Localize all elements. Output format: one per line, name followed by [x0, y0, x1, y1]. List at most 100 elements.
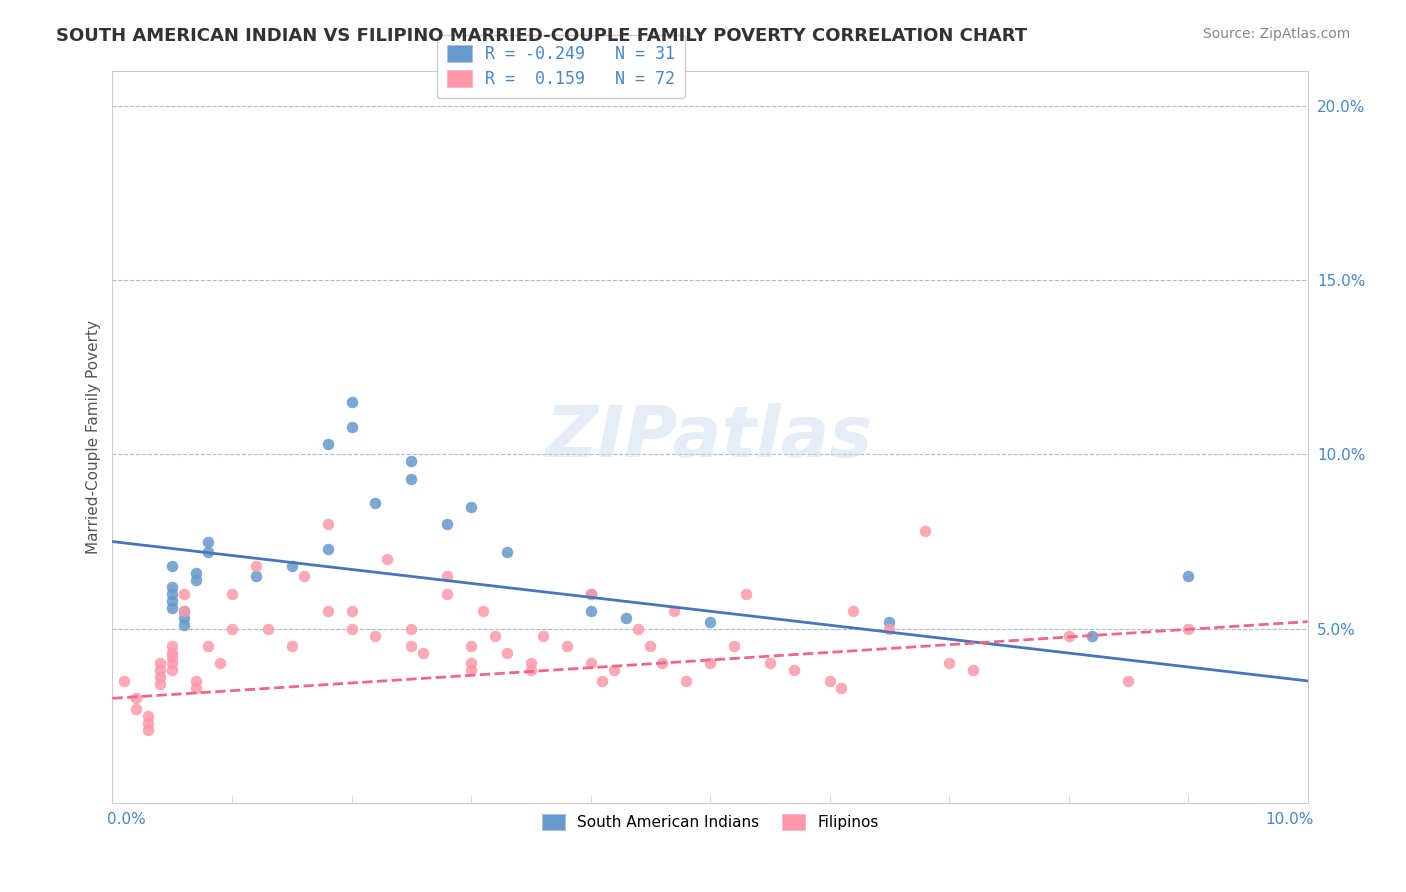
Point: [496, 545, 519, 559]
Point: [186, 673, 208, 688]
Point: [1057, 629, 1080, 643]
Legend: South American Indians, Filipinos: South American Indians, Filipinos: [533, 805, 887, 839]
Point: [401, 639, 423, 653]
Point: [962, 664, 984, 678]
Point: [197, 534, 219, 549]
Point: [162, 646, 183, 660]
Point: [281, 558, 304, 573]
Point: [281, 639, 304, 653]
Point: [412, 646, 434, 660]
Point: [460, 657, 482, 671]
Text: 10.0%: 10.0%: [1265, 812, 1313, 827]
Point: [460, 500, 482, 514]
Point: [245, 558, 267, 573]
Point: [138, 708, 160, 723]
Point: [245, 569, 267, 583]
Point: [879, 615, 901, 629]
Point: [209, 657, 232, 671]
Point: [723, 639, 745, 653]
Point: [257, 622, 280, 636]
Point: [520, 664, 543, 678]
Point: [879, 622, 901, 636]
Point: [173, 604, 195, 618]
Point: [197, 545, 219, 559]
Point: [401, 454, 423, 468]
Point: [531, 629, 554, 643]
Point: [1177, 569, 1199, 583]
Point: [162, 657, 183, 671]
Point: [842, 604, 865, 618]
Point: [555, 639, 578, 653]
Point: [818, 673, 841, 688]
Point: [340, 604, 363, 618]
Point: [1118, 673, 1140, 688]
Text: 0.0%: 0.0%: [107, 812, 145, 827]
Point: [579, 657, 602, 671]
Point: [699, 657, 721, 671]
Point: [664, 604, 686, 618]
Point: [186, 681, 208, 695]
Point: [173, 611, 195, 625]
Point: [186, 573, 208, 587]
Point: [149, 670, 172, 684]
Point: [221, 587, 243, 601]
Point: [436, 517, 458, 532]
Point: [640, 639, 662, 653]
Y-axis label: Married-Couple Family Poverty: Married-Couple Family Poverty: [86, 320, 101, 554]
Point: [783, 664, 806, 678]
Point: [125, 702, 148, 716]
Point: [173, 604, 195, 618]
Point: [1081, 629, 1104, 643]
Point: [938, 657, 960, 671]
Point: [162, 639, 183, 653]
Point: [364, 496, 387, 510]
Point: [149, 664, 172, 678]
Point: [831, 681, 853, 695]
Point: [316, 517, 339, 532]
Point: [162, 558, 183, 573]
Point: [173, 618, 195, 632]
Point: [114, 673, 135, 688]
Point: [484, 629, 506, 643]
Point: [149, 677, 172, 691]
Point: [173, 587, 195, 601]
Point: [340, 395, 363, 409]
Point: [735, 587, 758, 601]
Point: [377, 552, 399, 566]
Point: [125, 691, 148, 706]
Point: [699, 615, 721, 629]
Point: [460, 664, 482, 678]
Point: [316, 437, 339, 451]
Point: [197, 639, 219, 653]
Point: [1177, 622, 1199, 636]
Point: [162, 594, 183, 608]
Point: [651, 657, 673, 671]
Point: [149, 657, 172, 671]
Point: [675, 673, 697, 688]
Point: [292, 569, 315, 583]
Point: [592, 673, 614, 688]
Point: [914, 524, 936, 538]
Point: [316, 604, 339, 618]
Point: [759, 657, 782, 671]
Text: Source: ZipAtlas.com: Source: ZipAtlas.com: [1202, 27, 1350, 41]
Point: [401, 472, 423, 486]
Point: [616, 611, 638, 625]
Point: [162, 587, 183, 601]
Point: [186, 566, 208, 580]
Point: [436, 587, 458, 601]
Point: [340, 419, 363, 434]
Point: [472, 604, 495, 618]
Point: [579, 587, 602, 601]
Point: [340, 622, 363, 636]
Point: [579, 604, 602, 618]
Point: [627, 622, 650, 636]
Point: [138, 715, 160, 730]
Point: [138, 723, 160, 737]
Point: [579, 587, 602, 601]
Point: [364, 629, 387, 643]
Text: SOUTH AMERICAN INDIAN VS FILIPINO MARRIED-COUPLE FAMILY POVERTY CORRELATION CHAR: SOUTH AMERICAN INDIAN VS FILIPINO MARRIE…: [56, 27, 1028, 45]
Point: [316, 541, 339, 556]
Point: [162, 600, 183, 615]
Text: ZIPatlas: ZIPatlas: [547, 402, 873, 472]
